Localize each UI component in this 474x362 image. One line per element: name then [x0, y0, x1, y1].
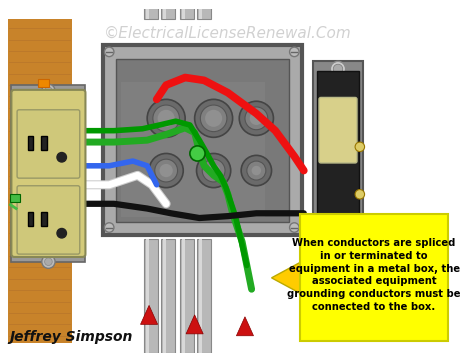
Circle shape: [252, 166, 261, 175]
Circle shape: [45, 87, 52, 94]
FancyBboxPatch shape: [198, 0, 211, 19]
FancyBboxPatch shape: [146, 239, 149, 353]
Circle shape: [207, 164, 220, 177]
Circle shape: [104, 47, 114, 56]
Circle shape: [250, 112, 263, 125]
Circle shape: [290, 47, 299, 56]
FancyBboxPatch shape: [317, 71, 359, 242]
Circle shape: [290, 223, 299, 232]
Polygon shape: [272, 259, 307, 297]
Polygon shape: [237, 317, 254, 336]
FancyBboxPatch shape: [162, 239, 175, 353]
FancyBboxPatch shape: [181, 239, 194, 353]
FancyBboxPatch shape: [181, 0, 194, 19]
Circle shape: [333, 64, 343, 74]
Circle shape: [330, 236, 346, 251]
FancyBboxPatch shape: [313, 62, 363, 251]
FancyBboxPatch shape: [198, 239, 211, 353]
Circle shape: [239, 101, 273, 135]
Circle shape: [42, 255, 55, 268]
Circle shape: [202, 159, 225, 182]
FancyBboxPatch shape: [164, 0, 166, 19]
FancyBboxPatch shape: [102, 45, 302, 235]
Circle shape: [104, 223, 114, 232]
FancyBboxPatch shape: [164, 239, 166, 353]
Circle shape: [368, 243, 376, 250]
FancyBboxPatch shape: [200, 239, 202, 353]
Polygon shape: [140, 306, 158, 324]
Circle shape: [355, 190, 365, 199]
FancyBboxPatch shape: [116, 59, 289, 222]
Circle shape: [190, 146, 205, 161]
FancyBboxPatch shape: [300, 214, 448, 341]
Circle shape: [149, 153, 183, 188]
Circle shape: [153, 105, 180, 132]
Circle shape: [45, 258, 52, 265]
FancyBboxPatch shape: [17, 186, 80, 254]
Circle shape: [197, 153, 231, 188]
FancyBboxPatch shape: [27, 212, 33, 226]
Circle shape: [205, 110, 222, 127]
Circle shape: [241, 155, 272, 186]
Circle shape: [160, 164, 173, 177]
FancyBboxPatch shape: [182, 0, 185, 19]
Circle shape: [155, 159, 178, 182]
FancyBboxPatch shape: [41, 136, 46, 150]
Circle shape: [330, 62, 346, 76]
Circle shape: [195, 99, 233, 137]
Circle shape: [355, 242, 365, 251]
Text: ©ElectricalLicenseRenewal.Com: ©ElectricalLicenseRenewal.Com: [104, 26, 352, 41]
Circle shape: [333, 239, 343, 248]
FancyBboxPatch shape: [41, 212, 46, 226]
FancyBboxPatch shape: [146, 0, 149, 19]
FancyBboxPatch shape: [38, 79, 49, 87]
FancyBboxPatch shape: [182, 239, 185, 353]
Circle shape: [247, 161, 266, 180]
FancyBboxPatch shape: [17, 110, 80, 178]
Polygon shape: [186, 315, 203, 334]
Circle shape: [355, 142, 365, 152]
FancyBboxPatch shape: [11, 90, 85, 257]
FancyBboxPatch shape: [11, 85, 85, 262]
Circle shape: [201, 105, 227, 132]
FancyBboxPatch shape: [120, 82, 265, 217]
Circle shape: [57, 152, 66, 162]
FancyBboxPatch shape: [27, 136, 33, 150]
FancyBboxPatch shape: [162, 0, 175, 19]
Text: Jeffrey Simpson: Jeffrey Simpson: [9, 330, 133, 344]
FancyBboxPatch shape: [144, 239, 158, 353]
Circle shape: [42, 84, 55, 97]
FancyBboxPatch shape: [200, 0, 202, 19]
Circle shape: [158, 110, 175, 127]
Circle shape: [57, 228, 66, 238]
FancyBboxPatch shape: [10, 194, 20, 202]
Circle shape: [245, 107, 268, 130]
FancyBboxPatch shape: [144, 0, 158, 19]
Circle shape: [147, 99, 185, 137]
FancyBboxPatch shape: [8, 19, 72, 343]
FancyBboxPatch shape: [319, 97, 357, 163]
Text: When conductors are spliced
in or terminated to
equipment in a metal box, the
as: When conductors are spliced in or termin…: [287, 238, 461, 312]
